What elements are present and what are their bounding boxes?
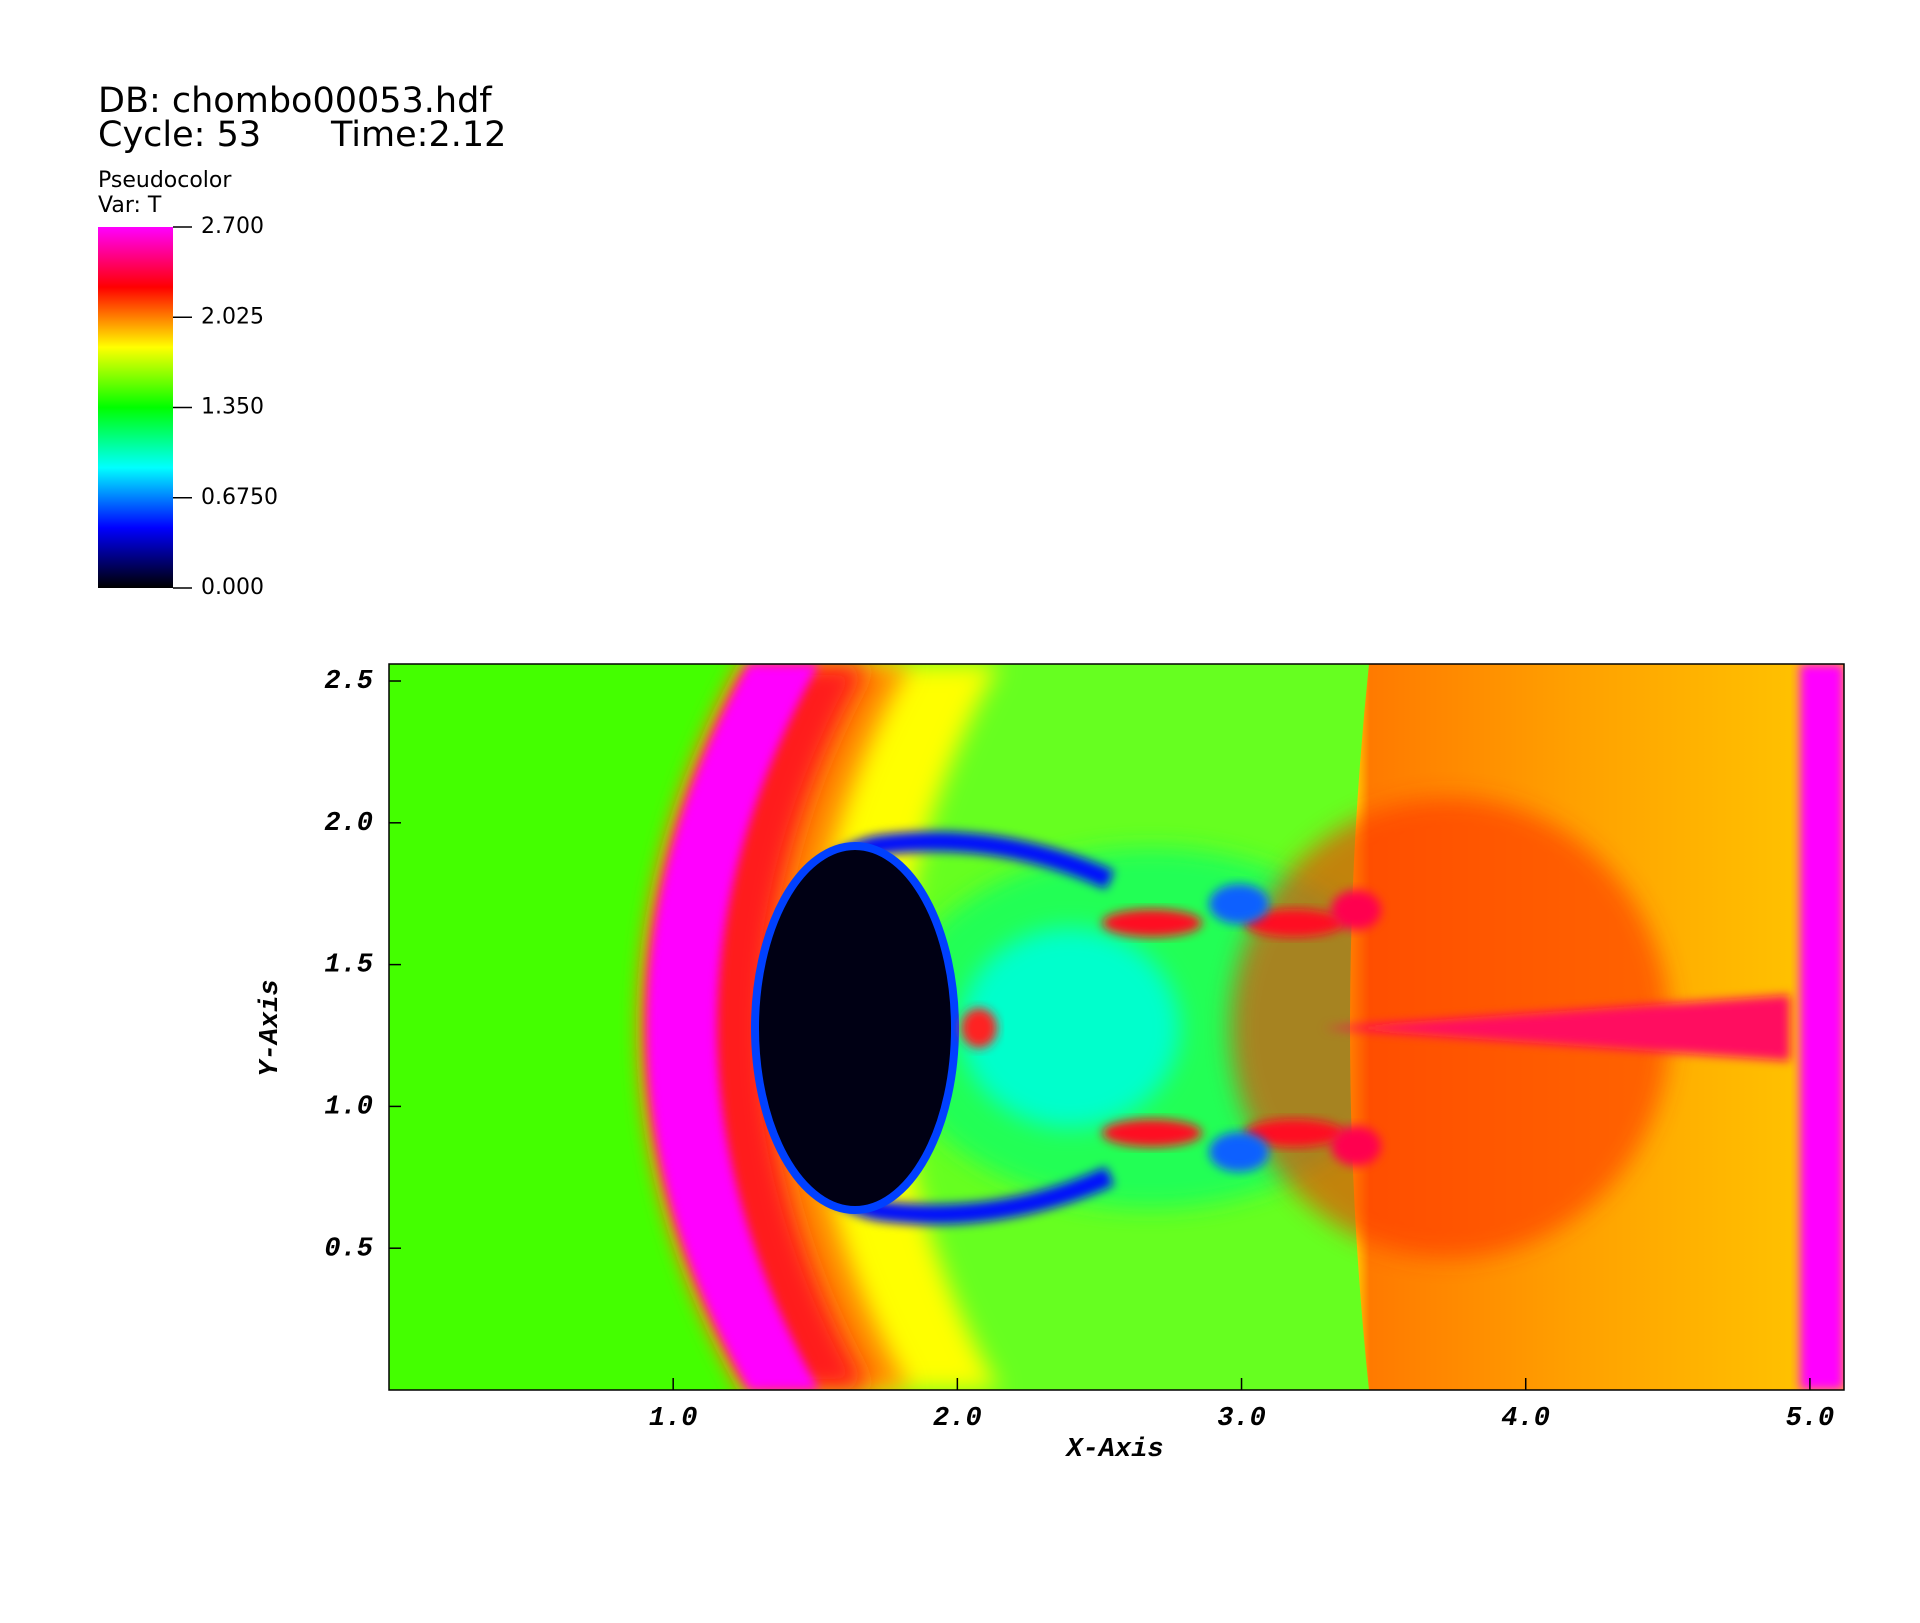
y-tick-label: 2.5 (324, 667, 373, 697)
plot-name: Pseudocolor (98, 168, 232, 193)
x-tick-label: 4.0 (1501, 1404, 1550, 1434)
y-tick-label: 2.0 (324, 809, 373, 839)
database-label: DB: chombo00053.hdf (98, 81, 492, 121)
y-axis-title: Y-Axis (256, 979, 286, 1076)
x-tick-label: 5.0 (1786, 1404, 1835, 1434)
cycle-label: Cycle: 53 (98, 115, 261, 155)
x-tick-label: 1.0 (649, 1404, 698, 1434)
time-label: Time:2.12 (330, 115, 506, 155)
colorbar-tick-label: 2.700 (201, 214, 264, 239)
colorbar-tick-label: 2.025 (201, 304, 264, 329)
colorbar-tick-label: 1.350 (201, 395, 264, 420)
colorbar-tick-label: 0.6750 (201, 485, 278, 510)
y-tick-label: 1.5 (324, 951, 373, 981)
variable-label: Var: T (98, 193, 162, 218)
y-tick-label: 1.0 (324, 1093, 373, 1123)
x-axis-title: X-Axis (1064, 1435, 1163, 1465)
colorbar-tick-label: 0.000 (201, 575, 264, 600)
plot-frame (388, 663, 1845, 1391)
y-tick-label: 0.5 (324, 1234, 373, 1264)
x-tick-label: 3.0 (1217, 1404, 1266, 1434)
colorbar (98, 227, 173, 588)
field-image (389, 664, 1844, 1390)
x-tick-label: 2.0 (933, 1404, 982, 1434)
